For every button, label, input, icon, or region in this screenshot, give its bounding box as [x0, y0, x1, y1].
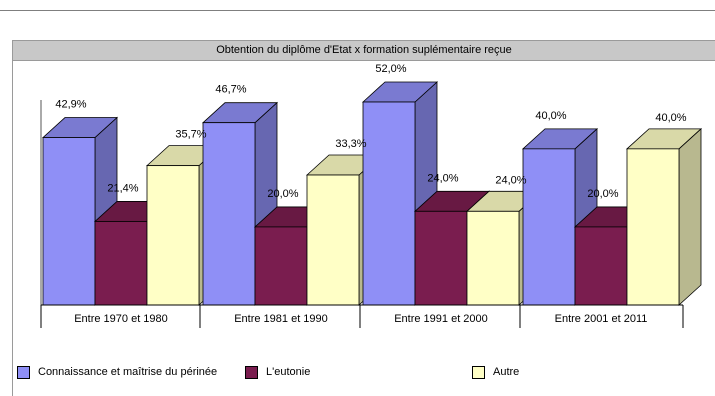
bar-perinee-2 [202, 122, 256, 306]
data-label-eutonie-3: 24,0% [427, 172, 458, 184]
category-label-4: Entre 2001 et 2011 [555, 313, 648, 325]
top-divider [0, 10, 715, 11]
bar-side-autre-4 [678, 127, 702, 306]
category-label-1: Entre 1970 et 1980 [74, 313, 168, 325]
legend-item-perinee: Connaissance et maîtrise du périnée [17, 364, 217, 380]
data-label-eutonie-1: 21,4% [107, 182, 138, 194]
bar-eutonie-2 [254, 226, 308, 306]
chart-frame [12, 40, 715, 396]
bar-autre-3 [466, 210, 520, 306]
category-label-3: Entre 1991 et 2000 [394, 313, 488, 325]
bar-eutonie-1 [94, 221, 148, 306]
legend-item-eutonie: L'eutonie [245, 364, 310, 380]
bar-autre-4 [626, 148, 680, 306]
data-label-autre-4: 40,0% [655, 112, 686, 124]
data-label-perinee-3: 52,0% [375, 63, 406, 75]
legend-swatch-eutonie [245, 365, 258, 379]
category-label-2: Entre 1981 et 1990 [234, 313, 328, 325]
legend-swatch-perinee [17, 365, 30, 379]
bar-eutonie-3 [414, 210, 468, 306]
bar-perinee-4 [522, 148, 576, 306]
bar-perinee-1 [42, 137, 96, 306]
legend-label-autre: Autre [493, 366, 520, 378]
bar-perinee-3 [362, 101, 416, 306]
bar-autre-1 [146, 165, 200, 306]
bar-autre-2 [306, 174, 360, 306]
legend-item-autre: Autre [472, 364, 519, 380]
legend-swatch-autre [472, 365, 485, 379]
data-label-perinee-4: 40,0% [535, 110, 566, 122]
legend-label-perinee: Connaissance et maîtrise du périnée [38, 366, 218, 378]
data-label-autre-2: 33,3% [335, 138, 366, 150]
data-label-autre-1: 35,7% [175, 129, 206, 141]
data-label-eutonie-2: 20,0% [267, 188, 298, 200]
data-label-autre-3: 24,0% [495, 174, 526, 186]
chart-title: Obtention du diplôme d'Etat x formation … [13, 41, 715, 61]
data-label-perinee-1: 42,9% [55, 99, 86, 111]
data-label-perinee-2: 46,7% [215, 84, 246, 96]
legend-label-eutonie: L'eutonie [266, 366, 311, 378]
data-label-eutonie-4: 20,0% [587, 188, 618, 200]
bar-eutonie-4 [574, 226, 628, 306]
